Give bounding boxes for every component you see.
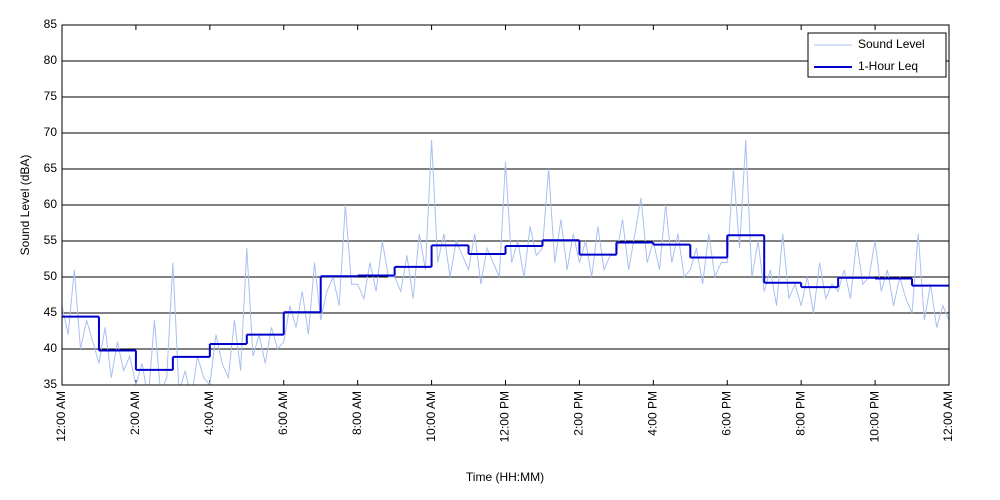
x-tick-label: 12:00 PM xyxy=(498,391,512,442)
x-tick-label: 4:00 AM xyxy=(202,391,216,435)
leq-step-connectors xyxy=(97,235,914,370)
x-tick-label: 8:00 AM xyxy=(350,391,364,435)
x-tick-label: 10:00 PM xyxy=(867,391,881,442)
x-tick-label: 6:00 AM xyxy=(276,391,290,435)
x-tick-label: 10:00 AM xyxy=(424,391,438,442)
y-tick-label: 80 xyxy=(44,53,58,67)
y-tick-label: 35 xyxy=(44,377,58,391)
y-tick-label: 75 xyxy=(44,89,58,103)
sound-level-line xyxy=(62,140,949,385)
x-tick-label: 4:00 PM xyxy=(646,391,660,436)
x-tick-label: 2:00 PM xyxy=(572,391,586,436)
plot-series xyxy=(62,140,949,385)
y-tick-label: 40 xyxy=(44,341,58,355)
y-axis-label: Sound Level (dBA) xyxy=(18,155,32,256)
x-tick-label: 8:00 PM xyxy=(793,391,807,436)
y-tick-label: 50 xyxy=(44,269,58,283)
plot-frame xyxy=(61,24,950,386)
y-tick-label: 60 xyxy=(44,197,58,211)
legend-box xyxy=(807,32,947,78)
y-tick-label: 45 xyxy=(44,305,58,319)
legend-label: Sound Level xyxy=(858,37,925,51)
legend-label: 1-Hour Leq xyxy=(858,59,918,73)
y-tick-label: 65 xyxy=(44,161,58,175)
x-tick-label: 2:00 AM xyxy=(128,391,142,435)
x-tick-label: 6:00 PM xyxy=(719,391,733,436)
x-tick-label: 12:00 AM xyxy=(54,391,68,442)
x-axis-label: Time (HH:MM) xyxy=(466,470,544,484)
x-tick-label: 12:00 AM xyxy=(941,391,955,442)
y-tick-label: 85 xyxy=(44,17,58,31)
y-tick-label: 55 xyxy=(44,233,58,247)
y-tick-label: 70 xyxy=(44,125,58,139)
